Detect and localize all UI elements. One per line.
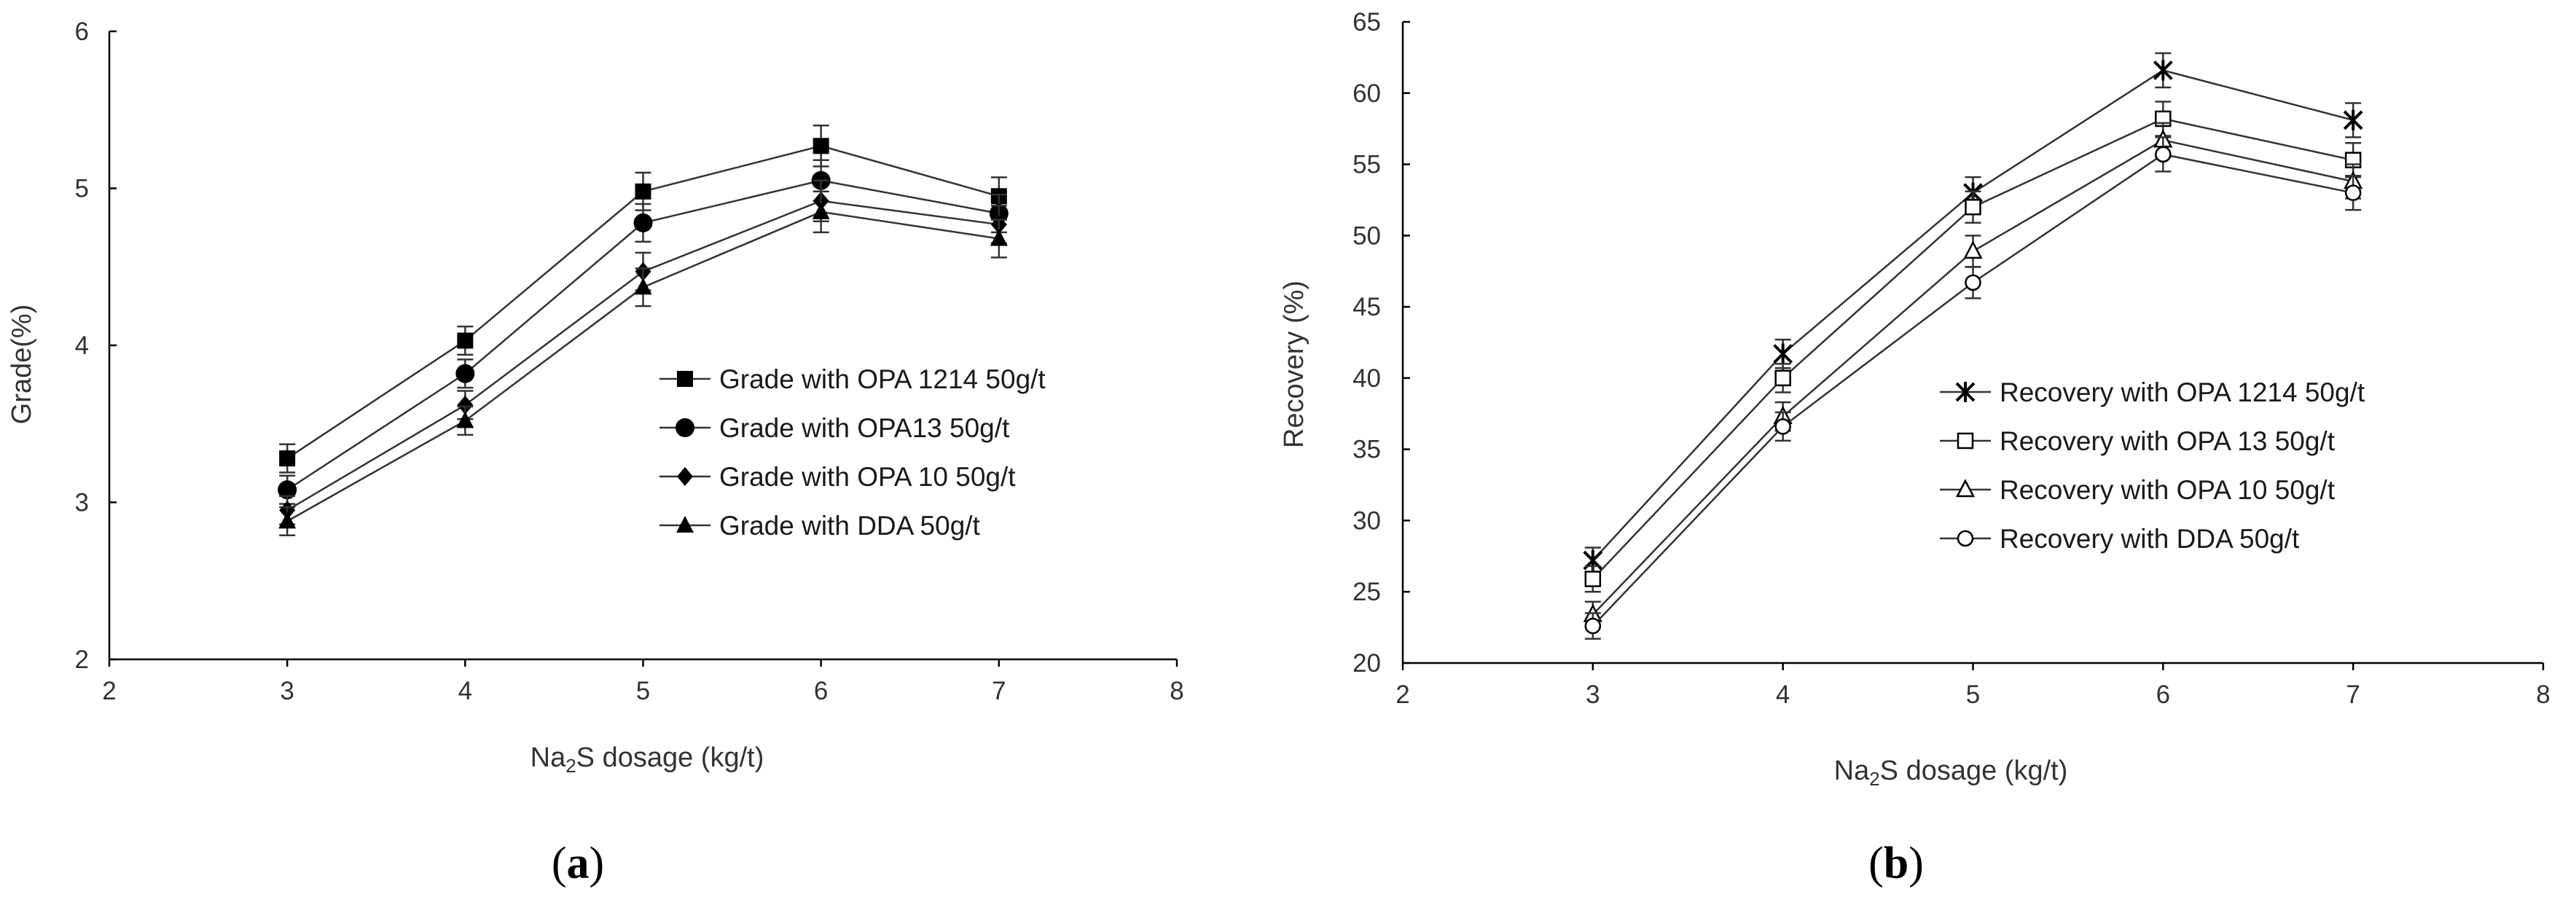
grade-chart-data-point: [456, 411, 474, 428]
grade-chart-data-point: [635, 183, 651, 200]
recovery-chart-y-tick-label: 45: [1352, 293, 1381, 321]
grade-chart-y-tick-label: 2: [75, 646, 89, 674]
recovery-chart-y-tick-label: 65: [1352, 8, 1381, 36]
grade-chart-x-tick-label: 8: [1170, 677, 1183, 705]
grade-chart-legend-entry-1: Grade with OPA 1214 50g/t: [659, 364, 1046, 394]
grade-chart-x-tick-label: 2: [102, 677, 116, 705]
legend-marker: [676, 516, 694, 533]
legend-label: Recovery with OPA 10 50g/t: [2000, 475, 2336, 505]
recovery-chart-x-tick-label: 7: [2346, 680, 2360, 709]
legend-marker: [676, 418, 694, 437]
legend-marker: [677, 467, 693, 486]
legend-label: Recovery with OPA 1214 50g/t: [2000, 377, 2365, 407]
recovery-chart-x-tick-label: 8: [2536, 680, 2550, 709]
grade-chart-x-tick-label: 3: [280, 677, 294, 705]
legend-marker: [1957, 530, 1974, 547]
grade-chart-data-point: [457, 332, 474, 349]
grade-chart-data-point: [278, 480, 297, 500]
recovery-chart-x-tick-label: 5: [1966, 680, 1980, 709]
recovery-chart-data-point: [1774, 418, 1791, 435]
recovery-chart-legend-entry-3: Recovery with OPA 10 50g/t: [1940, 475, 2336, 505]
recovery-chart-data-point: [2344, 184, 2362, 201]
recovery-chart-data-point: [1965, 274, 1981, 291]
recovery-chart-x-tick-label: 4: [1776, 680, 1790, 709]
panel-label-b: (b): [1868, 839, 1924, 888]
recovery-chart-y-tick-label: 35: [1352, 436, 1381, 464]
grade-chart-data-point: [278, 511, 297, 529]
recovery-chart-data-point: [1584, 617, 1602, 635]
grade-chart-x-tick-label: 7: [992, 677, 1006, 705]
legend-label: Grade with OPA 1214 50g/t: [719, 364, 1046, 394]
legend-marker: [1955, 479, 1976, 498]
recovery-chart-y-tick-label: 20: [1352, 649, 1381, 678]
legend-label: Grade with OPA13 50g/t: [719, 413, 1010, 443]
grade-chart-y-tick-label: 4: [75, 332, 89, 360]
recovery-chart-data-point: [2155, 146, 2172, 163]
recovery-chart-legend-entry-4: Recovery with DDA 50g/t: [1940, 524, 2300, 554]
recovery-chart-y-tick-label: 55: [1352, 151, 1381, 179]
recovery-chart-y-axis-title: Recovery (%): [1279, 281, 1309, 448]
recovery-chart-y-tick-label: 25: [1352, 578, 1381, 606]
recovery-chart-y-tick-label: 50: [1352, 221, 1381, 250]
grade-chart-legend-entry-2: Grade with OPA13 50g/t: [659, 413, 1010, 443]
grade-chart-y-tick-label: 6: [75, 17, 89, 46]
grade-chart-x-axis-title: Na2S dosage (kg/t): [531, 742, 764, 777]
grade-chart-data-point: [990, 229, 1008, 246]
grade-chart-y-tick-label: 3: [75, 489, 89, 517]
recovery-chart-data-point: [1773, 343, 1793, 364]
legend-marker: [677, 371, 693, 387]
grade-chart-x-tick-label: 5: [636, 677, 650, 705]
recovery-chart-legend: Recovery with OPA 1214 50g/t Recovery wit…: [1940, 377, 2365, 554]
grade-chart-series: [278, 125, 1009, 537]
grade-chart-legend-entry-4: Grade with DDA 50g/t: [659, 511, 981, 541]
recovery-chart-data-point: [1963, 240, 1983, 259]
grade-chart-legend: Grade with OPA 1214 50g/t Grade with OPA1…: [659, 364, 1046, 541]
grade-chart-y-tick-label: 5: [75, 175, 89, 203]
legend-label: Recovery with DDA 50g/t: [2000, 524, 2300, 554]
grade-chart-legend-entry-3: Grade with OPA 10 50g/t: [659, 462, 1016, 492]
legend-marker: [1955, 382, 1976, 402]
recovery-chart-legend-entry-1: Recovery with OPA 1214 50g/t: [1940, 377, 2365, 407]
recovery-chart-x-tick-label: 6: [2156, 680, 2170, 709]
grade-chart-data-point: [812, 202, 830, 219]
recovery-chart-y-tick-label: 30: [1352, 506, 1381, 535]
grade-chart-data-point: [813, 138, 829, 154]
recovery-chart-x-axis-title: Na2S dosage (kg/t): [1834, 756, 2068, 790]
recovery-chart-y-tick-label: 40: [1352, 364, 1381, 393]
recovery-chart-data-point: [2153, 60, 2173, 81]
grade-chart-data-point: [457, 395, 474, 415]
legend-label: Recovery with OPA 13 50g/t: [2000, 426, 2336, 456]
grade-chart-data-point: [279, 450, 296, 467]
recovery-chart-data-point: [2343, 109, 2363, 130]
legend-marker: [1957, 432, 1974, 450]
recovery-chart-legend-entry-2: Recovery with OPA 13 50g/t: [1940, 426, 2336, 456]
grade-chart-data-point: [455, 364, 475, 383]
recovery-chart-data-point: [1774, 369, 1791, 387]
legend-label: Grade with DDA 50g/t: [719, 511, 981, 541]
grade-chart-x-tick-label: 4: [458, 677, 472, 705]
recovery-chart-data-point: [1584, 570, 1602, 587]
grade-chart-y-axis-title: Grade(%): [7, 305, 37, 425]
grade-chart: 2 3 4 5 6 2 3 4 5 6 7 8 Grade(%) Na2S dosage (kg/t)…: [7, 17, 1184, 888]
legend-label: Grade with OPA 10 50g/t: [719, 462, 1016, 492]
recovery-chart-x-tick-label: 3: [1586, 680, 1600, 709]
recovery-chart-data-point: [1965, 198, 1981, 216]
recovery-chart-series: [1583, 52, 2363, 640]
grade-chart-data-point: [634, 278, 652, 295]
panel-label-a: (a): [552, 839, 604, 888]
recovery-chart-x-tick-label: 2: [1395, 680, 1409, 709]
grade-chart-y-ticks: 2 3 4 5 6 2 3 4 5 6 7 8: [75, 17, 1184, 705]
recovery-chart-y-tick-label: 60: [1352, 79, 1381, 108]
grade-chart-data-point: [633, 213, 653, 232]
grade-chart-x-tick-label: 6: [814, 677, 828, 705]
